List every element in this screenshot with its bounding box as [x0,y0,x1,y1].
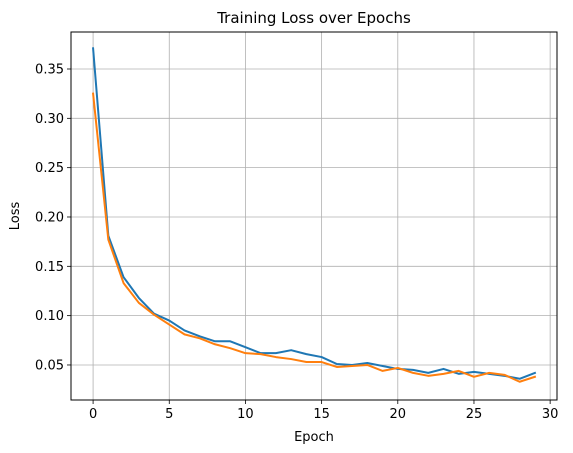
x-tick-label: 0 [89,407,97,422]
series-lines [91,47,537,383]
x-axis-label: Epoch [294,430,334,445]
series-line-1 [92,47,537,380]
y-axis-label: Loss [8,202,23,231]
x-axis-ticks: 0 5 10 15 20 25 30 [89,400,558,422]
x-tick-label: 15 [313,407,330,422]
x-tick-label: 25 [466,407,483,422]
x-tick-label: 20 [390,407,407,422]
y-tick-label: 0.25 [35,161,64,176]
grid-lines [71,32,557,400]
y-tick-label: 0.35 [35,62,64,77]
x-tick-label: 5 [165,407,173,422]
y-tick-label: 0.30 [35,112,64,127]
y-axis-ticks: 0.05 0.10 0.15 0.20 0.25 0.30 0.35 [35,62,71,373]
y-tick-label: 0.15 [35,260,64,275]
y-tick-label: 0.20 [35,210,64,225]
plot-frame [70,31,558,401]
y-tick-label: 0.05 [35,358,64,373]
y-tick-label: 0.10 [35,309,64,324]
x-tick-label: 10 [237,407,254,422]
series-line-2 [91,92,537,383]
x-tick-label: 30 [542,407,559,422]
chart-title: Training Loss over Epochs [216,9,411,27]
